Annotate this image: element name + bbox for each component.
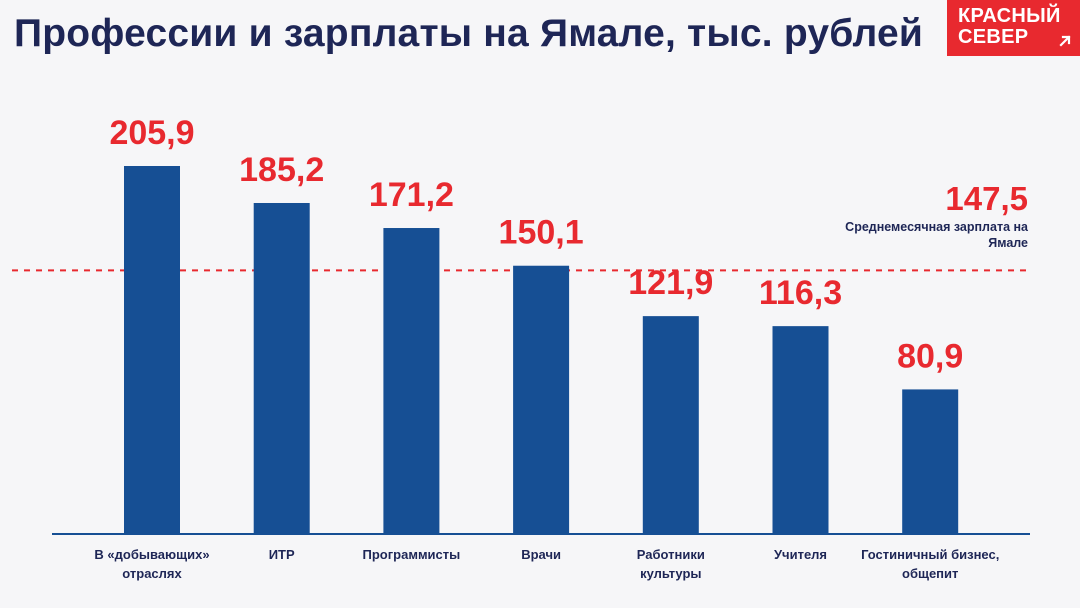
- average-salary-caption: Среднемесячная зарплата на Ямале: [845, 220, 1028, 250]
- arrow-up-right-icon: [1059, 35, 1071, 47]
- bar-5: [772, 326, 829, 534]
- bar-6: [902, 389, 959, 534]
- bar-0: [124, 166, 180, 534]
- bar-value-label-2: 171,2: [369, 176, 454, 214]
- category-label-6-line-1: общепит: [902, 566, 958, 581]
- page-title: Профессии и зарплаты на Ямале, тыс. рубл…: [14, 12, 924, 55]
- brand-logo[interactable]: КРАСНЫЙ СЕВЕР: [947, 0, 1080, 56]
- bar-value-label-0: 205,9: [109, 114, 194, 152]
- bar-3: [513, 265, 570, 534]
- logo-line-1: КРАСНЫЙ: [958, 5, 1061, 27]
- category-label-0-line-0: В «добывающих»: [94, 547, 209, 562]
- category-label-4-line-0: Работники: [637, 547, 705, 562]
- category-label-4-line-1: культуры: [640, 566, 701, 581]
- bar-value-label-5: 116,3: [759, 274, 842, 312]
- category-label-3: Врачи: [521, 547, 561, 562]
- average-salary-value: 147,5: [945, 180, 1028, 217]
- bar-1: [253, 202, 310, 535]
- category-label-2: Программисты: [363, 547, 461, 562]
- bar-4: [642, 316, 699, 534]
- bar-value-label-4: 121,9: [628, 264, 713, 302]
- logo-line-2: СЕВЕР: [958, 26, 1029, 48]
- category-label-5: Учителя: [774, 547, 827, 562]
- category-label-0-line-1: отраслях: [122, 566, 182, 581]
- category-label-1: ИТР: [269, 547, 295, 562]
- bar-value-label-6: 80,9: [897, 337, 963, 375]
- bar-2: [383, 228, 440, 535]
- category-label-6-line-0: Гостиничный бизнес,: [861, 547, 999, 562]
- bar-value-label-3: 150,1: [499, 214, 584, 252]
- bar-value-label-1: 185,2: [239, 151, 324, 189]
